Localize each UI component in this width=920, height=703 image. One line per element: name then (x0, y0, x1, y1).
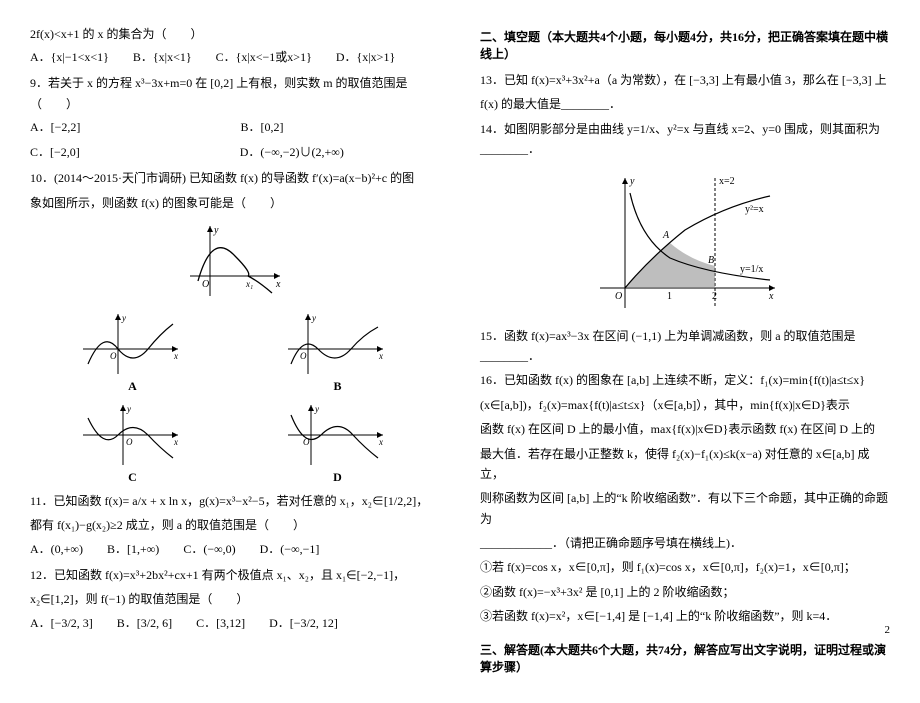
svg-text:y: y (121, 313, 126, 323)
q16-l2: (x∈[a,b])，f₂(x)=max{f(t)|a≤t≤x}（x∈[a,b]）… (480, 395, 890, 415)
svg-text:O: O (110, 351, 117, 361)
q8-opt-d: D．{x|x>1} (336, 48, 395, 65)
q10-text-1: 10．(2014～2015·天门市调研) 已知函数 f(x) 的导函数 f′(x… (30, 168, 440, 188)
q16-l3: 函数 f(x) 在区间 D 上的最小值，max{f(x)|x∈D}表示函数 f(… (480, 419, 890, 439)
q9-options-row2: C．[−2,0] D．(−∞,−2)∪(2,+∞) (30, 143, 440, 160)
q12-opt-c: C．[3,12] (196, 614, 245, 631)
svg-text:x: x (378, 437, 383, 447)
fig-label-b: B (283, 379, 393, 394)
svg-text:O: O (126, 437, 133, 447)
fig-label-a: A (78, 379, 188, 394)
q15-text: 15．函数 f(x)=ax³−3x 在区间 (−1,1) 上为单调减函数，则 a… (480, 326, 890, 367)
q13-text-1: 13．已知 f(x)=x³+3x²+a（a 为常数），在 [−3,3] 上有最小… (480, 70, 890, 90)
q11-options: A．(0,+∞) B．[1,+∞) C．(−∞,0) D．(−∞,−1] (30, 540, 440, 557)
q9-opt-a: A．[−2,2] (30, 118, 80, 135)
svg-text:O: O (300, 351, 307, 361)
fig-label-B: B (708, 255, 714, 266)
svg-text:O: O (303, 437, 310, 447)
q10-fig-a: O x y A (78, 309, 188, 394)
svg-text:y: y (311, 313, 316, 323)
svg-text:x₁: x₁ (245, 279, 253, 289)
q16-p1: ①若 f(x)=cos x，x∈[0,π]，则 f₁(x)=cos x，x∈[0… (480, 557, 890, 577)
q11-opt-b: B．[1,+∞) (107, 540, 159, 557)
svg-text:x: x (378, 351, 383, 361)
svg-text:x: x (173, 351, 178, 361)
section-3-title: 三、解答题(本大题共6个大题，共74分，解答应写出文字说明，证明过程或演算步骤） (480, 641, 890, 675)
q10-fig-b: O x y B (283, 309, 393, 394)
q14-figure: O 1 2 x y x=2 y²=x y=1/x A B (480, 168, 890, 318)
svg-text:y: y (213, 225, 219, 236)
q12-opt-d: D．[−3/2, 12] (269, 614, 338, 631)
q16-p2: ②函数 f(x)=−x³+3x² 是 [0,1] 上的 2 阶收缩函数； (480, 582, 890, 602)
svg-text:x: x (275, 279, 281, 290)
fig-label-y: y (629, 176, 635, 187)
svg-text:x: x (173, 437, 178, 447)
q9-options-row1: A．[−2,2] B．[0,2] (30, 118, 440, 135)
q11-opt-a: A．(0,+∞) (30, 540, 83, 557)
page-number: 2 (885, 624, 891, 636)
svg-text:y: y (126, 404, 131, 414)
q11-opt-c: C．(−∞,0) (183, 540, 235, 557)
q9-opt-c: C．[−2,0] (30, 143, 80, 160)
fig-label-O: O (615, 291, 622, 302)
q9-text: 9．若关于 x 的方程 x³−3x+m=0 在 [0,2] 上有根，则实数 m … (30, 73, 440, 114)
fig-label-d: D (283, 470, 393, 485)
q8-options: A．{x|−1<x<1} B．{x|x<1} C．{x|x<−1或x>1} D．… (30, 48, 440, 65)
svg-text:O: O (202, 279, 209, 290)
q16-l4: 最大值．若存在最小正整数 k，使得 f₂(x)−f₁(x)≤k(x−a) 对任意… (480, 444, 890, 485)
fig-label-x2: x=2 (719, 176, 735, 187)
right-column: 二、填空题（本大题共4个小题，每小题4分，共16分，把正确答案填在题中横线上） … (480, 20, 890, 683)
q8-opt-b: B．{x|x<1} (133, 48, 192, 65)
fig-label-x: x (768, 291, 774, 302)
q10-text-2: 象如图所示，则函数 f(x) 的图象可能是（ ） (30, 193, 440, 213)
q10-main-figure: O x₁ x y (30, 221, 440, 301)
q11-text-2: 都有 f(x₁)−g(x₂)≥2 成立，则 a 的取值范围是（ ） (30, 515, 440, 535)
q11-text-1: 11．已知函数 f(x)= a/x + x ln x，g(x)=x³−x²−5，… (30, 491, 440, 511)
fig-label-c: C (78, 470, 188, 485)
q16-p3: ③若函数 f(x)=x²，x∈[−1,4] 是 [−1,4] 上的“k 阶收缩函… (480, 606, 890, 626)
q9-opt-d: D．(−∞,−2)∪(2,+∞) (240, 143, 344, 160)
q16-l1: 16．已知函数 f(x) 的图象在 [a,b] 上连续不断，定义：f₁(x)=m… (480, 370, 890, 390)
fig-label-1: 1 (667, 291, 672, 302)
fig-label-2: 2 (712, 291, 717, 302)
q11-opt-d: D．(−∞,−1] (260, 540, 320, 557)
q8-opt-a: A．{x|−1<x<1} (30, 48, 109, 65)
q12-opt-a: A．[−3/2, 3] (30, 614, 93, 631)
q12-opt-b: B．[3/2, 6] (117, 614, 172, 631)
section-2-title: 二、填空题（本大题共4个小题，每小题4分，共16分，把正确答案填在题中横线上） (480, 28, 890, 62)
q14-text: 14．如图阴影部分是由曲线 y=1/x、y²=x 与直线 x=2、y=0 围成，… (480, 119, 890, 160)
q8-opt-c: C．{x|x<−1或x>1} (216, 48, 312, 65)
q10-options-row1: O x y A O x y B (30, 309, 440, 394)
q16-l5: 则称函数为区间 [a,b] 上的“k 阶收缩函数”．有以下三个命题，其中正确的命… (480, 488, 890, 529)
q10-fig-c: O x y C (78, 400, 188, 485)
q8-text: 2f(x)<x+1 的 x 的集合为（ ） (30, 24, 440, 44)
fig-label-A: A (662, 230, 670, 241)
q9-opt-b: B．[0,2] (240, 118, 283, 135)
fig-label-yeqx: y²=x (745, 204, 764, 215)
q12-options: A．[−3/2, 3] B．[3/2, 6] C．[3,12] D．[−3/2,… (30, 614, 440, 631)
left-column: 2f(x)<x+1 的 x 的集合为（ ） A．{x|−1<x<1} B．{x|… (30, 20, 440, 683)
q13-text-2: f(x) 的最大值是________． (480, 94, 890, 114)
q16-l6: ____________．（请把正确命题序号填在横线上)． (480, 533, 890, 553)
q10-options-row2: O x y C O x y D (30, 400, 440, 485)
svg-text:y: y (314, 404, 319, 414)
q10-fig-d: O x y D (283, 400, 393, 485)
fig-label-yrec: y=1/x (740, 264, 763, 275)
q12-text-1: 12．已知函数 f(x)=x³+2bx²+cx+1 有两个极值点 x₁、x₂，且… (30, 565, 440, 585)
q12-text-2: x₂∈[1,2]，则 f(−1) 的取值范围是（ ） (30, 589, 440, 609)
